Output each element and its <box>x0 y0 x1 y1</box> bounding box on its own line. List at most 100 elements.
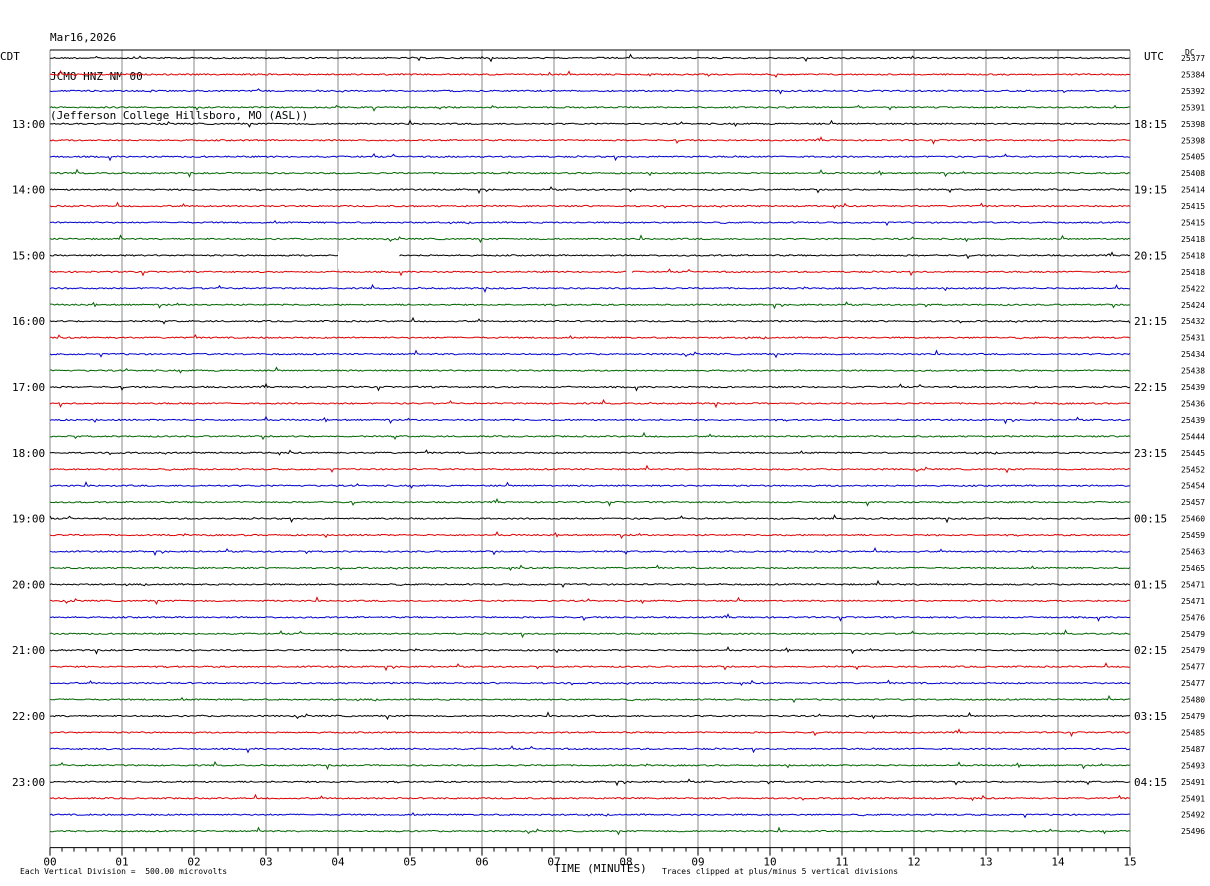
dc-offset-label: 25452 <box>1181 465 1205 474</box>
trace-0 <box>50 53 1131 63</box>
trace-10 <box>50 219 1131 227</box>
trace-28 <box>49 514 1131 524</box>
x-tick-label: 09 <box>691 856 704 869</box>
dc-offset-label: 25418 <box>1181 235 1205 244</box>
time-label-utc: 03:15 <box>1134 710 1167 723</box>
time-label-utc: 19:15 <box>1134 184 1167 197</box>
trace-39 <box>49 694 1131 704</box>
time-label-cdt: 20:00 <box>12 578 45 591</box>
time-label-cdt: 23:00 <box>12 776 45 789</box>
trace-22 <box>49 415 1131 425</box>
trace-27 <box>49 497 1131 507</box>
x-tick-label: 04 <box>331 856 345 869</box>
dc-offset-label: 25439 <box>1181 416 1205 425</box>
dc-offset-label: 25463 <box>1181 548 1205 557</box>
dc-offset-label: 25415 <box>1181 202 1205 211</box>
dc-offset-label: 25424 <box>1181 301 1205 310</box>
time-label-utc: 23:15 <box>1134 447 1167 460</box>
trace-29 <box>49 531 1131 540</box>
x-tick-label: 01 <box>115 856 128 869</box>
dc-offset-label: 25454 <box>1181 482 1205 491</box>
trace-19 <box>49 366 1131 374</box>
trace-5 <box>49 136 1130 145</box>
trace-33 <box>49 596 1131 606</box>
dc-offset-label: 25384 <box>1181 70 1205 79</box>
time-label-utc: 02:15 <box>1134 644 1167 657</box>
dc-offset-label: 25479 <box>1181 646 1205 655</box>
dc-offset-label: 25377 <box>1181 54 1205 63</box>
dc-offset-label: 25398 <box>1181 120 1205 129</box>
trace-13 <box>49 268 1131 277</box>
time-label-cdt: 22:00 <box>12 710 45 723</box>
trace-17 <box>50 334 1131 340</box>
time-label-utc: 22:15 <box>1134 381 1167 394</box>
dc-offset-label: 25418 <box>1181 268 1205 277</box>
left-axis-title: CDT <box>0 50 20 63</box>
header-date: Mar16,2026 <box>50 31 117 44</box>
dc-offset-label: 25491 <box>1181 778 1205 787</box>
trace-37 <box>49 662 1131 672</box>
trace-25 <box>49 464 1131 474</box>
trace-18 <box>49 349 1131 359</box>
x-tick-label: 13 <box>979 856 992 869</box>
x-tick-label: 00 <box>43 856 56 869</box>
trace-7 <box>49 168 1131 178</box>
trace-31 <box>49 564 1131 571</box>
dc-offset-label: 25438 <box>1181 367 1205 376</box>
dc-offset-label: 25492 <box>1181 811 1205 820</box>
x-tick-label: 08 <box>619 856 632 869</box>
trace-41 <box>49 728 1130 738</box>
dc-offset-label: 25496 <box>1181 827 1205 836</box>
trace-15 <box>50 301 1131 310</box>
dc-offset-label: 25457 <box>1181 498 1205 507</box>
time-label-cdt: 13:00 <box>12 118 45 131</box>
time-label-cdt: 21:00 <box>12 644 45 657</box>
x-tick-label: 14 <box>1051 856 1065 869</box>
dc-offset-label: 25391 <box>1181 103 1205 112</box>
dc-offset-label: 25480 <box>1181 696 1205 705</box>
trace-6 <box>49 153 1131 162</box>
trace-16 <box>49 316 1131 325</box>
dc-title: DC <box>1185 48 1195 57</box>
dc-offset-label: 25487 <box>1181 745 1205 754</box>
dc-offset-label: 25471 <box>1181 580 1205 589</box>
x-tick-label: 10 <box>763 856 776 869</box>
trace-26 <box>49 480 1130 489</box>
x-tick-label: 11 <box>835 856 848 869</box>
dc-offset-label: 25432 <box>1181 317 1205 326</box>
dc-offset-label: 25485 <box>1181 728 1205 737</box>
trace-21 <box>49 398 1131 409</box>
time-label-utc: 01:15 <box>1134 578 1167 591</box>
trace-9 <box>49 201 1131 210</box>
time-label-cdt: 16:00 <box>12 315 45 328</box>
dc-offset-label: 25476 <box>1181 613 1205 622</box>
dc-offset-label: 25479 <box>1181 630 1205 639</box>
trace-38 <box>49 679 1131 687</box>
dc-offset-label: 25460 <box>1181 515 1205 524</box>
x-axis-label: TIME (MINUTES) <box>554 862 647 875</box>
x-tick-label: 12 <box>907 856 920 869</box>
dc-offset-label: 25471 <box>1181 597 1205 606</box>
dc-offset-label: 25418 <box>1181 251 1205 260</box>
dc-offset-label: 25431 <box>1181 334 1205 343</box>
dc-offset-label: 25434 <box>1181 350 1205 359</box>
trace-11 <box>49 234 1131 244</box>
trace-43 <box>49 760 1131 771</box>
time-label-utc: 04:15 <box>1134 776 1167 789</box>
dc-offset-label: 25444 <box>1181 432 1205 441</box>
time-label-cdt: 14:00 <box>12 184 45 197</box>
trace-40 <box>49 711 1131 721</box>
trace-23 <box>49 431 1131 441</box>
clip-note: Traces clipped at plus/minus 5 vertical … <box>662 867 899 876</box>
trace-14 <box>49 283 1131 294</box>
time-label-utc: 21:15 <box>1134 315 1167 328</box>
dc-offset-label: 25439 <box>1181 383 1205 392</box>
time-label-cdt: 17:00 <box>12 381 45 394</box>
trace-8 <box>49 186 1131 195</box>
data-gap <box>338 251 400 269</box>
trace-20 <box>49 382 1131 392</box>
dc-offset-label: 25477 <box>1181 679 1205 688</box>
dc-offset-label: 25414 <box>1181 186 1205 195</box>
header-station: JCMO HNZ NM 00 <box>50 70 143 83</box>
